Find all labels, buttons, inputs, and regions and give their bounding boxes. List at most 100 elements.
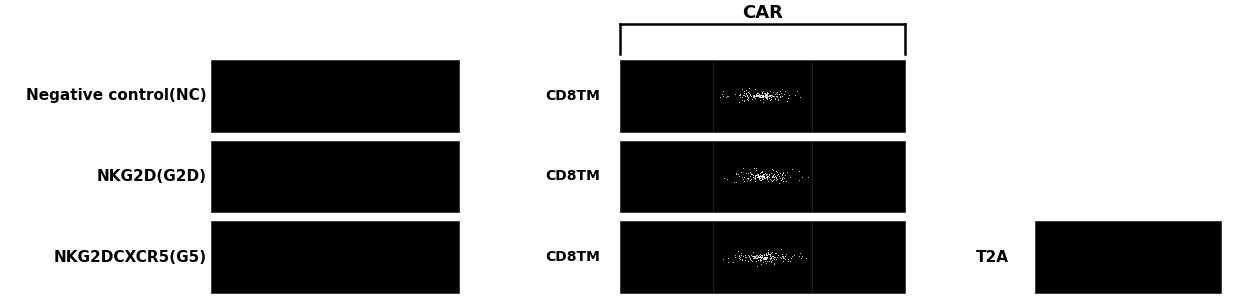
Point	[748, 92, 768, 97]
Point	[768, 97, 787, 101]
Point	[748, 172, 768, 176]
Point	[756, 255, 776, 260]
Point	[779, 96, 799, 100]
Point	[779, 96, 799, 100]
Point	[769, 98, 789, 103]
Point	[775, 254, 795, 259]
Point	[755, 255, 775, 260]
Point	[735, 255, 755, 260]
Point	[740, 93, 760, 97]
Point	[751, 258, 771, 263]
Point	[758, 252, 777, 257]
Point	[748, 175, 768, 180]
Point	[733, 166, 753, 171]
Point	[761, 178, 781, 182]
Point	[766, 91, 786, 96]
Point	[769, 181, 789, 185]
Point	[763, 167, 782, 172]
Point	[749, 254, 769, 259]
Point	[737, 93, 756, 97]
Point	[758, 175, 777, 180]
Point	[750, 251, 770, 256]
Point	[746, 255, 766, 260]
Point	[734, 174, 754, 179]
Point	[754, 253, 774, 257]
Point	[739, 254, 759, 259]
Bar	[620, 221, 713, 293]
Point	[743, 93, 763, 98]
Point	[765, 96, 785, 101]
Point	[754, 91, 774, 96]
Point	[733, 177, 753, 181]
Point	[758, 176, 777, 181]
Point	[749, 93, 769, 98]
Point	[750, 174, 770, 179]
Point	[770, 94, 790, 98]
Point	[763, 253, 782, 258]
Point	[718, 94, 738, 99]
Point	[758, 175, 777, 179]
Point	[751, 93, 771, 98]
Point	[763, 250, 782, 255]
Point	[763, 257, 782, 262]
Point	[764, 256, 784, 261]
Point	[715, 94, 735, 99]
Point	[749, 175, 769, 179]
Point	[754, 96, 774, 101]
Point	[773, 177, 792, 182]
Point	[742, 252, 761, 257]
Point	[734, 98, 754, 103]
Point	[753, 174, 773, 179]
Point	[761, 167, 781, 172]
Point	[761, 259, 781, 264]
Point	[738, 179, 758, 183]
Point	[760, 98, 780, 103]
Point	[753, 173, 773, 178]
Point	[740, 255, 760, 260]
Point	[730, 251, 750, 255]
Point	[753, 255, 773, 260]
Point	[749, 174, 769, 179]
Point	[750, 93, 770, 98]
Point	[749, 254, 769, 259]
Point	[745, 176, 765, 181]
Point	[746, 174, 766, 179]
Point	[740, 92, 760, 97]
Point	[745, 87, 765, 92]
Text: NKG2D(G2D): NKG2D(G2D)	[97, 169, 207, 184]
Point	[758, 90, 777, 95]
Point	[773, 173, 792, 178]
Point	[780, 258, 800, 263]
Point	[749, 173, 769, 178]
Point	[760, 93, 780, 98]
Point	[775, 257, 795, 261]
Point	[739, 86, 759, 91]
Point	[790, 250, 810, 255]
Point	[733, 257, 753, 262]
Point	[764, 175, 784, 180]
Point	[771, 251, 791, 256]
Point	[753, 92, 773, 97]
Point	[740, 172, 760, 177]
Point	[749, 173, 769, 178]
Point	[753, 100, 773, 104]
Point	[738, 253, 758, 258]
Point	[765, 96, 785, 101]
Point	[766, 178, 786, 183]
Point	[744, 93, 764, 98]
Point	[759, 96, 779, 100]
Point	[750, 171, 770, 176]
Point	[732, 169, 751, 174]
Point	[753, 170, 773, 174]
Point	[718, 259, 738, 264]
Point	[764, 93, 784, 98]
Point	[764, 90, 784, 94]
Point	[740, 170, 760, 175]
Point	[777, 169, 797, 174]
Point	[753, 176, 773, 181]
Point	[723, 260, 743, 264]
Point	[754, 175, 774, 180]
Point	[744, 255, 764, 260]
Point	[755, 255, 775, 260]
Point	[733, 95, 753, 100]
